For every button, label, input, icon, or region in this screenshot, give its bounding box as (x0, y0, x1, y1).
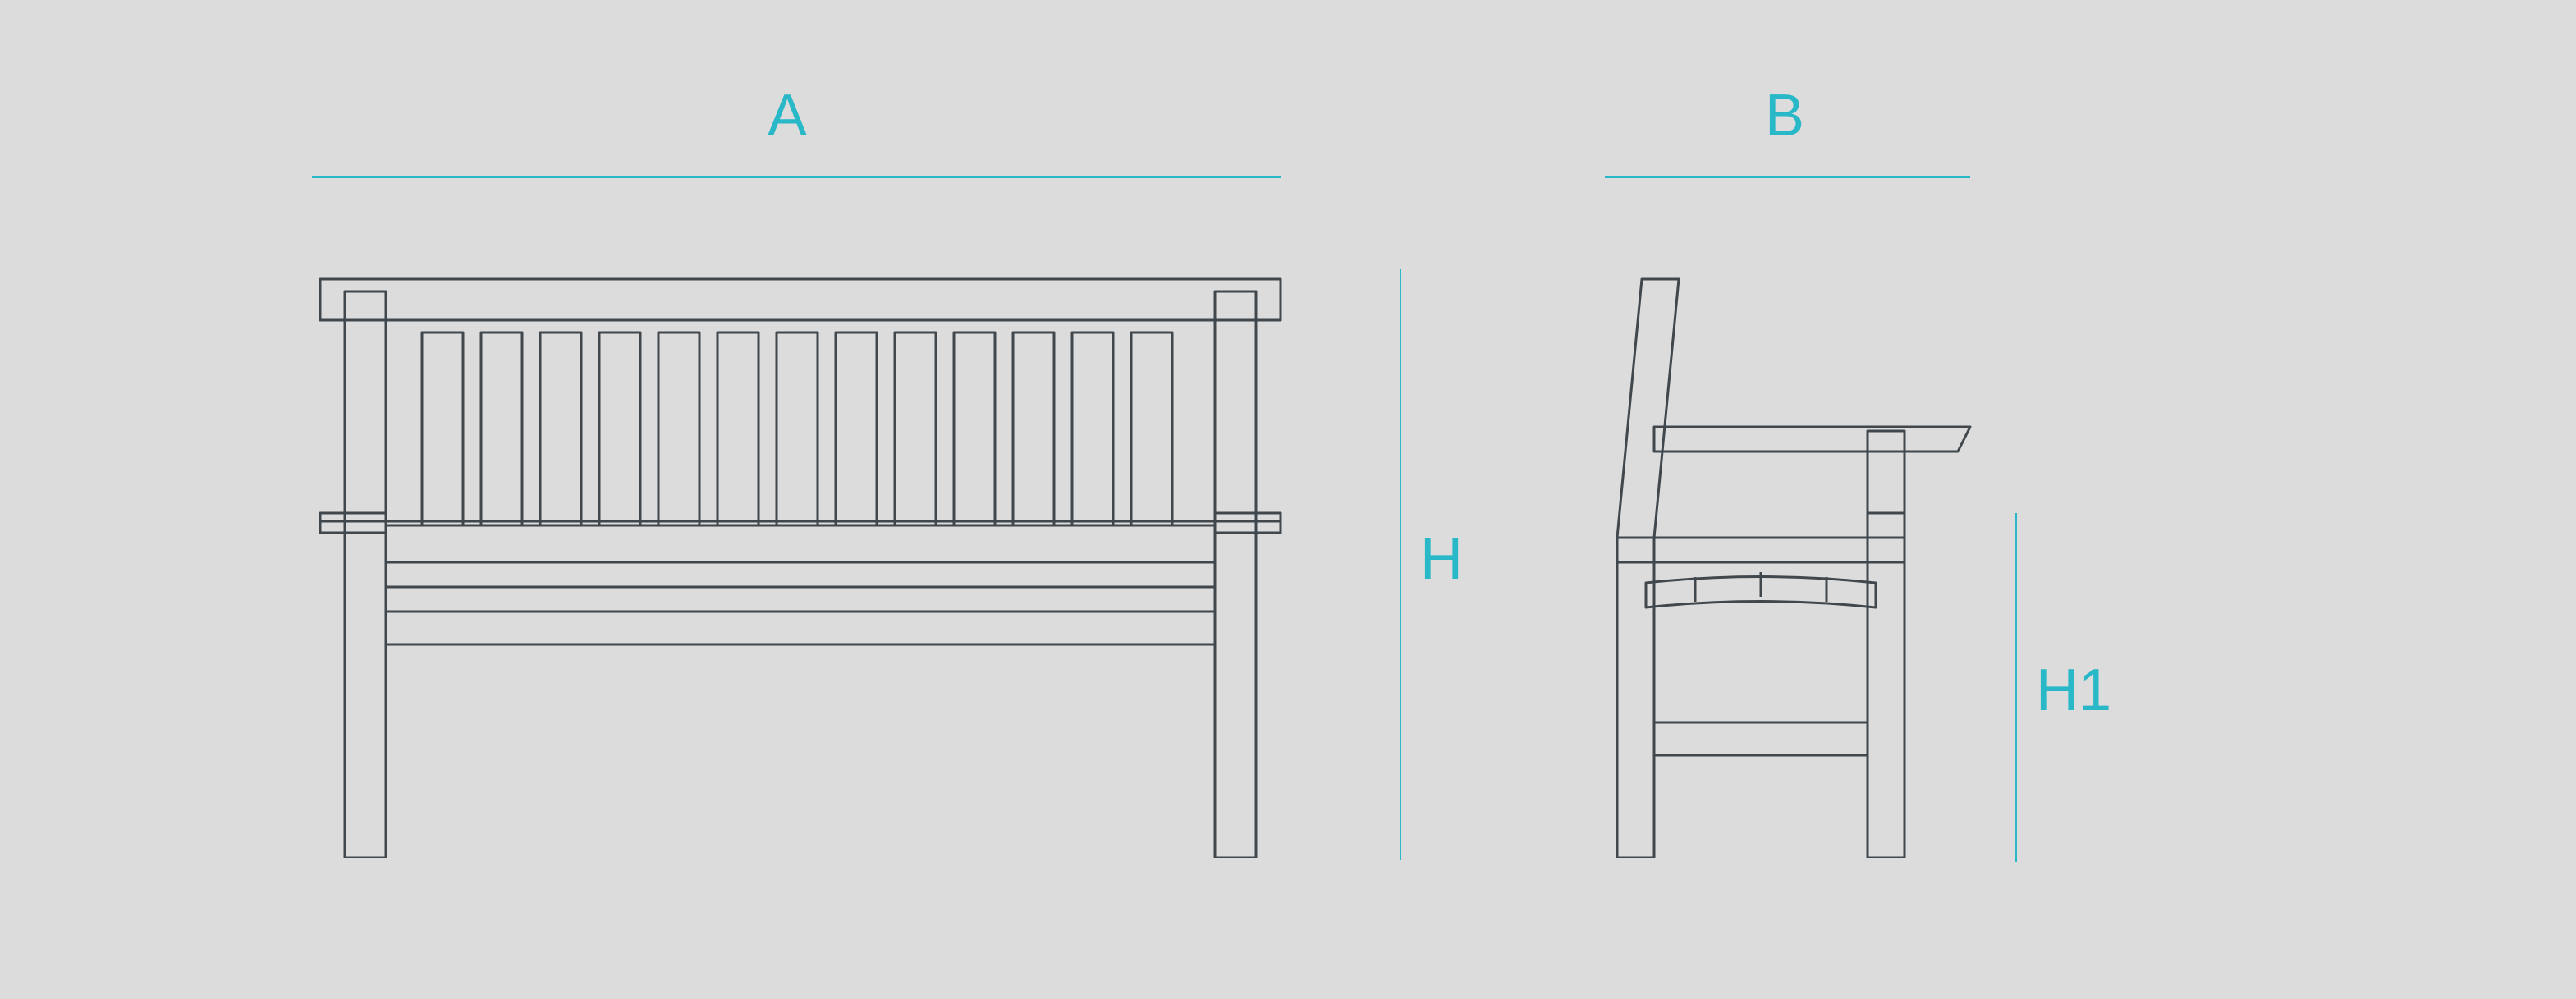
back-slats (422, 332, 1172, 525)
dimension-line-a (312, 176, 1281, 178)
dimension-label-b: B (1765, 82, 1804, 149)
bench-side-view (1597, 267, 1974, 858)
dimension-line-h (1400, 269, 1401, 860)
front-outline (320, 279, 1281, 858)
dimension-label-h: H (1420, 525, 1463, 593)
dimension-line-h1 (2015, 513, 2017, 862)
dimension-label-h1: H1 (2036, 657, 2111, 724)
bench-front-view (304, 267, 1297, 858)
dimension-diagram: A B H H1 (0, 0, 2576, 999)
dimension-label-a: A (768, 82, 807, 149)
dimension-line-b (1605, 176, 1970, 178)
side-outline (1617, 279, 1970, 858)
